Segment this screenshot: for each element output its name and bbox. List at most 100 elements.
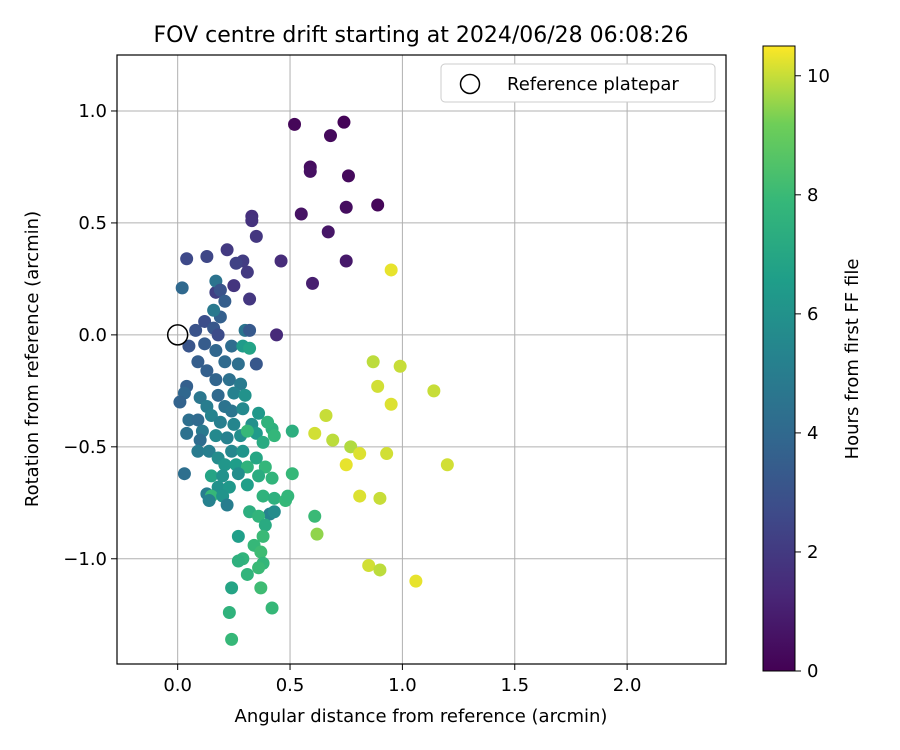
colorbar-tick-label: 2 <box>807 542 818 563</box>
data-point <box>231 357 245 371</box>
data-point <box>308 509 322 523</box>
x-axis-ticks: 0.0 0.5 1.0 1.5 2.0 <box>163 664 641 696</box>
y-axis-label: Rotation from reference (arcmin) <box>22 211 43 507</box>
data-point <box>249 229 263 243</box>
colorbar-tick-label: 8 <box>807 185 818 206</box>
data-point <box>252 406 266 420</box>
data-point <box>220 498 234 512</box>
data-point <box>252 469 266 483</box>
data-point <box>225 632 239 646</box>
data-point <box>339 458 353 472</box>
data-point <box>236 444 250 458</box>
x-tick-label: 0.0 <box>163 675 192 696</box>
data-point <box>220 431 234 445</box>
x-tick-label: 2.0 <box>613 675 642 696</box>
data-point <box>265 601 279 615</box>
x-axis-label: Angular distance from reference (arcmin) <box>235 706 608 727</box>
data-point <box>209 373 223 387</box>
data-point <box>220 243 234 257</box>
data-point <box>274 254 288 268</box>
data-point <box>384 397 398 411</box>
data-point <box>180 426 194 440</box>
data-point <box>270 328 284 342</box>
data-point <box>182 339 196 353</box>
data-point <box>227 417 241 431</box>
data-point <box>258 518 272 532</box>
data-point <box>222 480 236 494</box>
data-point <box>193 391 207 405</box>
data-point <box>227 386 241 400</box>
data-point <box>231 529 245 543</box>
data-point <box>323 129 337 143</box>
y-tick-label: −0.5 <box>63 437 107 458</box>
colorbar-label: Hours from first FF file <box>842 259 863 460</box>
x-tick-label: 1.0 <box>388 675 417 696</box>
colorbar: 0 2 4 6 8 10 Hours from first FF file <box>762 45 863 682</box>
data-point <box>240 265 254 279</box>
y-tick-label: 1.0 <box>78 101 107 122</box>
data-point <box>225 404 239 418</box>
colorbar-tick-label: 0 <box>807 661 818 682</box>
data-point <box>229 256 243 270</box>
y-tick-label: 0.5 <box>78 213 107 234</box>
grid-lines <box>117 55 726 664</box>
data-point <box>213 283 227 297</box>
data-point <box>180 252 194 266</box>
data-point <box>339 200 353 214</box>
y-axis-ticks: −1.0 −0.5 0.0 0.5 1.0 <box>63 101 117 570</box>
colorbar-gradient <box>762 45 796 672</box>
data-point <box>222 373 236 387</box>
data-point <box>366 355 380 369</box>
x-tick-label: 0.5 <box>276 675 305 696</box>
data-point <box>204 469 218 483</box>
data-point <box>218 355 232 369</box>
data-point <box>256 489 270 503</box>
data-point <box>207 303 221 317</box>
data-point <box>261 415 275 429</box>
data-point <box>222 606 236 620</box>
data-point <box>362 558 376 572</box>
x-tick-label: 1.5 <box>500 675 529 696</box>
data-point <box>231 467 245 481</box>
data-points <box>173 115 454 646</box>
data-point <box>267 505 281 519</box>
data-point <box>256 435 270 449</box>
data-point <box>240 478 254 492</box>
colorbar-tick-label: 4 <box>807 423 818 444</box>
legend: Reference platepar <box>440 63 716 103</box>
data-point <box>337 115 351 129</box>
data-point <box>339 254 353 268</box>
data-point <box>204 408 218 422</box>
data-point <box>198 314 212 328</box>
data-point <box>218 458 232 472</box>
reference-platepar-point <box>166 324 189 346</box>
data-point <box>326 433 340 447</box>
data-point <box>384 263 398 277</box>
data-point <box>252 509 266 523</box>
data-point <box>209 344 223 358</box>
data-point <box>440 458 454 472</box>
data-point <box>200 364 214 378</box>
data-point <box>243 341 257 355</box>
data-point <box>216 469 230 483</box>
data-point <box>225 444 239 458</box>
data-point <box>240 424 254 438</box>
chart-title: FOV centre drift starting at 2024/06/28 … <box>154 23 689 48</box>
data-point <box>173 395 187 409</box>
data-point <box>191 413 205 427</box>
data-point <box>225 581 239 595</box>
data-point <box>380 447 394 461</box>
data-point <box>193 433 207 447</box>
data-point <box>267 429 281 443</box>
data-point <box>182 413 196 427</box>
data-point <box>371 379 385 393</box>
data-point <box>200 250 214 264</box>
data-point <box>209 429 223 443</box>
data-point <box>218 294 232 308</box>
data-point <box>213 415 227 429</box>
data-point <box>409 574 423 588</box>
plot-frame <box>116 54 727 665</box>
data-point <box>265 471 279 485</box>
data-point <box>344 440 358 454</box>
